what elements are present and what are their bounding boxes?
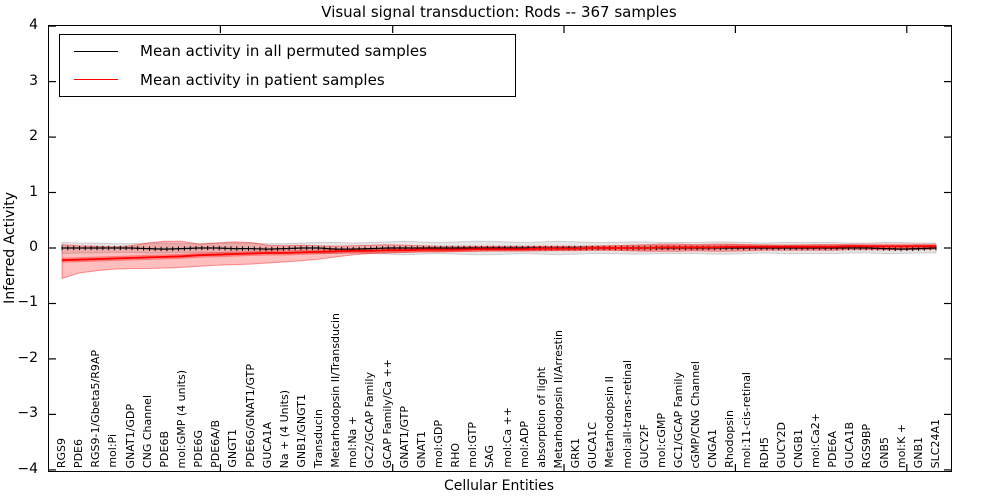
chart-title: Visual signal transduction: Rods -- 367 … <box>321 3 677 21</box>
legend: Mean activity in all permuted samples Me… <box>59 34 516 97</box>
x-category-label: RGS9BP <box>860 423 874 468</box>
x-category-label: CNG Channel <box>140 394 154 468</box>
x-category-label: absorption of light <box>534 367 548 468</box>
x-category-label: mol:Pi <box>106 434 120 468</box>
legend-label-permuted: Mean activity in all permuted samples <box>140 42 427 61</box>
x-category-label: mol:cGMP <box>654 413 668 468</box>
x-category-label: RDH5 <box>757 436 771 468</box>
x-category-label: cGMP/CNG Channel <box>689 360 703 469</box>
y-tick-label: −1 <box>17 294 38 311</box>
legend-item-permuted: Mean activity in all permuted samples <box>60 37 515 65</box>
x-category-label: GUCY2D <box>774 421 788 468</box>
x-category-label: GUCA1B <box>843 421 857 468</box>
x-category-label: Na + (4 Units) <box>277 389 291 468</box>
y-tick-label: 0 <box>29 239 38 255</box>
y-tick-label: 1 <box>29 183 38 200</box>
x-category-label: mol:all-trans-retinal <box>620 359 634 468</box>
x-category-label: Transducin <box>312 408 326 468</box>
x-category-label: mol:GDP <box>432 420 446 468</box>
plot-area: RGS9 PDE6 RGS9-1/Gbeta5/R9AP mol:Pi GNAT1/GD… <box>48 25 952 472</box>
x-category-label: GUCY2F <box>637 423 651 468</box>
legend-line-red-icon <box>74 79 118 81</box>
x-category-label: Metarhodopsin II/Arrestin <box>551 329 565 468</box>
y-tick-label: 3 <box>29 72 38 89</box>
x-category-label: GC1/GCAP Family <box>671 371 685 468</box>
x-category-label: PDE6A/B <box>209 420 223 468</box>
x-category-label: mol:Na + <box>346 416 360 468</box>
x-category-label: PDE6G/GNAT1/GTP <box>243 364 257 468</box>
x-category-label: GNAT1/GTP <box>397 405 411 468</box>
legend-label-patient: Mean activity in patient samples <box>140 70 385 89</box>
x-category-label: PDE6B <box>157 431 171 468</box>
chart-canvas <box>49 26 951 471</box>
x-category-label: mol:Ca ++ <box>500 407 514 468</box>
x-axis-title: Cellular Entities <box>443 478 555 494</box>
x-category-label: PDE6 <box>72 438 86 468</box>
x-category-label: GNGT1 <box>226 429 240 468</box>
x-category-label: mol:ADP <box>517 421 531 468</box>
patient-mean-line <box>61 245 936 262</box>
y-tick-label: −3 <box>17 405 38 422</box>
x-category-label: RHO <box>449 443 463 468</box>
x-category-label: SAG <box>483 444 497 468</box>
x-category-label: GNB1/GNGT1 <box>294 394 308 468</box>
x-category-label: GC2/GCAP Family <box>363 371 377 468</box>
x-category-label: PDE6G <box>192 430 206 468</box>
y-axis-tick-labels: 4 3 2 1 0 −1 −2 −3 −4 <box>10 18 44 476</box>
x-category-label: RGS9-1/Gbeta5/R9AP <box>89 350 103 468</box>
x-category-label: CNGA1 <box>706 429 720 468</box>
legend-line-black-icon <box>74 50 118 52</box>
y-tick-label: 2 <box>29 128 38 145</box>
x-category-label: GNAT1/GDP <box>123 403 137 468</box>
x-category-label: GNAT1 <box>414 430 428 468</box>
x-category-label: PDE6A <box>826 431 840 468</box>
x-category-label: mol:Ca2+ <box>809 413 823 468</box>
x-category-label: RGS9 <box>55 437 68 468</box>
x-category-label: Rhodopsin <box>723 410 737 468</box>
x-category-label: GNB1 <box>911 436 925 468</box>
x-category-label: CNGB1 <box>791 429 805 468</box>
x-category-label: mol:11-cis-retinal <box>740 371 754 468</box>
legend-item-patient: Mean activity in patient samples <box>60 66 515 94</box>
x-category-label: GNB5 <box>877 436 891 468</box>
x-category-label: SLC24A1 <box>929 418 942 468</box>
x-category-label: mol:GTP <box>466 422 480 468</box>
x-category-label: Metarhodopsin II/Transducin <box>329 313 343 468</box>
y-tick-label: 4 <box>29 17 38 34</box>
x-category-label: GCAP Family/Ca ++ <box>380 358 394 468</box>
y-tick-label: −2 <box>17 349 38 366</box>
x-category-label: mol:GMP (4 units) <box>174 369 188 468</box>
axis-ticks <box>49 26 951 471</box>
x-category-label: GUCA1A <box>260 421 274 468</box>
x-category-label: Metarhodopsin II <box>603 376 617 468</box>
x-category-label: mol:K + <box>894 423 908 468</box>
x-category-label: GUCA1C <box>586 421 600 468</box>
y-tick-label: −4 <box>17 460 38 477</box>
x-category-label: GRK1 <box>569 437 583 468</box>
